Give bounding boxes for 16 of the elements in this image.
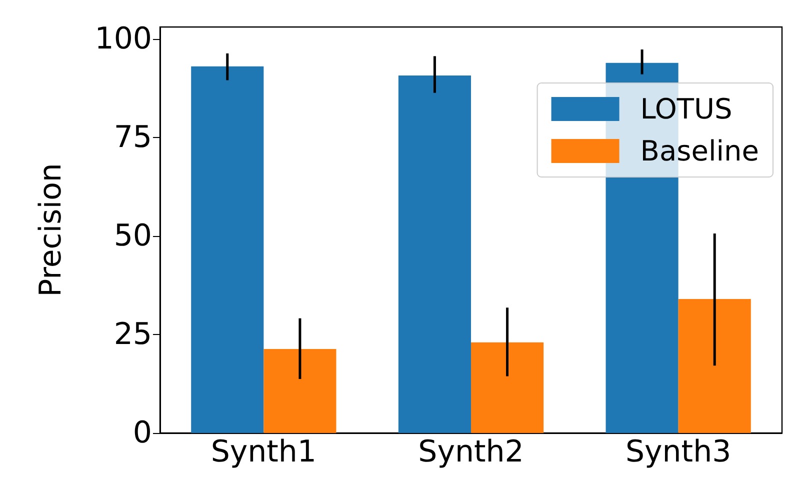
y-axis-title: Precision [34, 163, 68, 297]
legend-label: Baseline [640, 134, 760, 168]
bar [398, 75, 471, 433]
y-tick-label: 75 [114, 120, 152, 155]
bar [264, 349, 336, 433]
bar [191, 66, 264, 433]
y-tick-label: 0 [132, 416, 152, 450]
y-tick-label: 100 [94, 21, 152, 56]
y-tick-label: 50 [114, 218, 152, 254]
bar [471, 342, 544, 433]
x-tick-label: Synth2 [418, 434, 524, 470]
y-tick-label: 25 [114, 316, 152, 352]
x-tick-label: Synth1 [210, 434, 317, 470]
x-tick-label: Synth3 [625, 434, 732, 470]
bar [678, 298, 751, 433]
legend-label: LOTUS [640, 92, 732, 126]
